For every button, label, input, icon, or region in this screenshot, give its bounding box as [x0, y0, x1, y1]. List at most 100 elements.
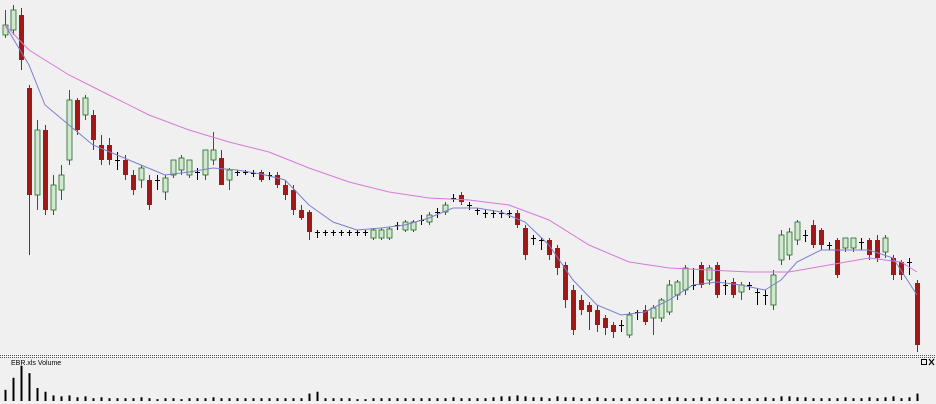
volume-bar	[780, 396, 783, 401]
volume-bar	[372, 398, 375, 401]
volume-bar	[908, 397, 911, 401]
volume-bar	[588, 398, 591, 401]
volume-bar	[428, 398, 431, 401]
volume-bar	[380, 398, 383, 401]
volume-bar	[172, 398, 175, 401]
volume-bar	[604, 398, 607, 401]
candle-body	[523, 228, 528, 255]
candle-body	[402, 221, 409, 231]
candle-body	[82, 97, 89, 116]
volume-bar	[396, 398, 399, 401]
candle-body	[27, 88, 32, 195]
volume-bar	[508, 396, 511, 401]
candle-body	[43, 130, 48, 210]
volume-bar	[484, 398, 487, 401]
volume-bar	[740, 398, 743, 401]
candle-body	[499, 213, 504, 214]
maximize-button[interactable]	[921, 359, 927, 365]
volume-bar	[692, 398, 695, 401]
volume-bar	[204, 398, 207, 401]
candle-body	[99, 145, 104, 160]
candle-body	[363, 232, 368, 233]
volume-bar	[4, 389, 7, 401]
volume-bar	[772, 398, 775, 401]
volume-bar	[188, 398, 191, 401]
volume-bar	[292, 398, 295, 401]
candle-body	[611, 325, 616, 332]
candle-body	[691, 285, 696, 286]
candle-body	[531, 238, 536, 239]
volume-bar	[412, 398, 415, 401]
volume-bar	[220, 398, 223, 401]
candle-body	[595, 310, 600, 325]
volume-bar	[68, 395, 71, 401]
candle-body	[275, 175, 280, 185]
candle-body	[819, 230, 824, 245]
volume-bar	[724, 398, 727, 401]
volume-bar	[852, 398, 855, 401]
candle-body	[579, 300, 584, 310]
volume-bar	[652, 398, 655, 401]
candle-body	[643, 310, 648, 322]
volume-bar	[684, 398, 687, 401]
volume-bar	[644, 398, 647, 401]
candle-body	[291, 190, 296, 210]
close-button[interactable]	[928, 358, 935, 366]
volume-bar	[900, 398, 903, 401]
moving-average-line	[4, 24, 918, 316]
volume-bar	[388, 398, 391, 401]
candle-body	[58, 174, 65, 191]
volume-bar	[668, 397, 671, 401]
volume-bar	[828, 398, 831, 401]
candle-body	[219, 158, 224, 185]
volume-bar	[708, 398, 711, 401]
volume-bar	[92, 398, 95, 401]
volume-bar	[180, 399, 183, 401]
candle-body	[10, 9, 17, 31]
candle-body	[475, 210, 480, 211]
volume-bar	[548, 398, 551, 401]
candle-body	[699, 265, 704, 285]
volume-bar	[196, 398, 199, 401]
candle-body	[491, 213, 496, 214]
candle-body	[603, 318, 608, 328]
candle-body	[907, 262, 912, 263]
volume-bar	[860, 398, 863, 401]
volume-bar	[628, 398, 631, 401]
volume-bar	[164, 398, 167, 401]
volume-bar	[324, 398, 327, 401]
candle-body	[283, 185, 288, 195]
candle-body	[770, 274, 777, 306]
volume-bar	[492, 397, 495, 401]
candle-body	[650, 307, 657, 319]
candle-body	[571, 290, 576, 330]
volume-bar	[716, 397, 719, 401]
candle-body	[243, 172, 248, 173]
candle-body	[170, 159, 177, 176]
candle-body	[763, 295, 768, 296]
candle-body	[915, 283, 920, 345]
volume-bar	[620, 398, 623, 401]
candle-body	[755, 292, 760, 293]
candle-body	[138, 167, 145, 181]
candle-body	[147, 180, 152, 205]
volume-bar	[84, 396, 87, 401]
volume-bar	[44, 391, 47, 401]
candle-body	[378, 229, 385, 239]
volume-bar	[788, 396, 791, 401]
volume-bar	[732, 398, 735, 401]
volume-bar	[612, 398, 615, 401]
candle-body	[267, 175, 272, 176]
volume-bar	[596, 397, 599, 401]
candle-body	[587, 305, 592, 312]
volume-bar	[556, 396, 559, 401]
volume-bar	[132, 398, 135, 401]
candle-body	[563, 265, 568, 300]
volume-bar	[12, 377, 15, 401]
candle-body	[619, 325, 624, 326]
candle-body	[723, 285, 728, 286]
volume-bar	[524, 396, 527, 401]
candle-body	[195, 172, 200, 173]
volume-bar	[532, 397, 535, 401]
